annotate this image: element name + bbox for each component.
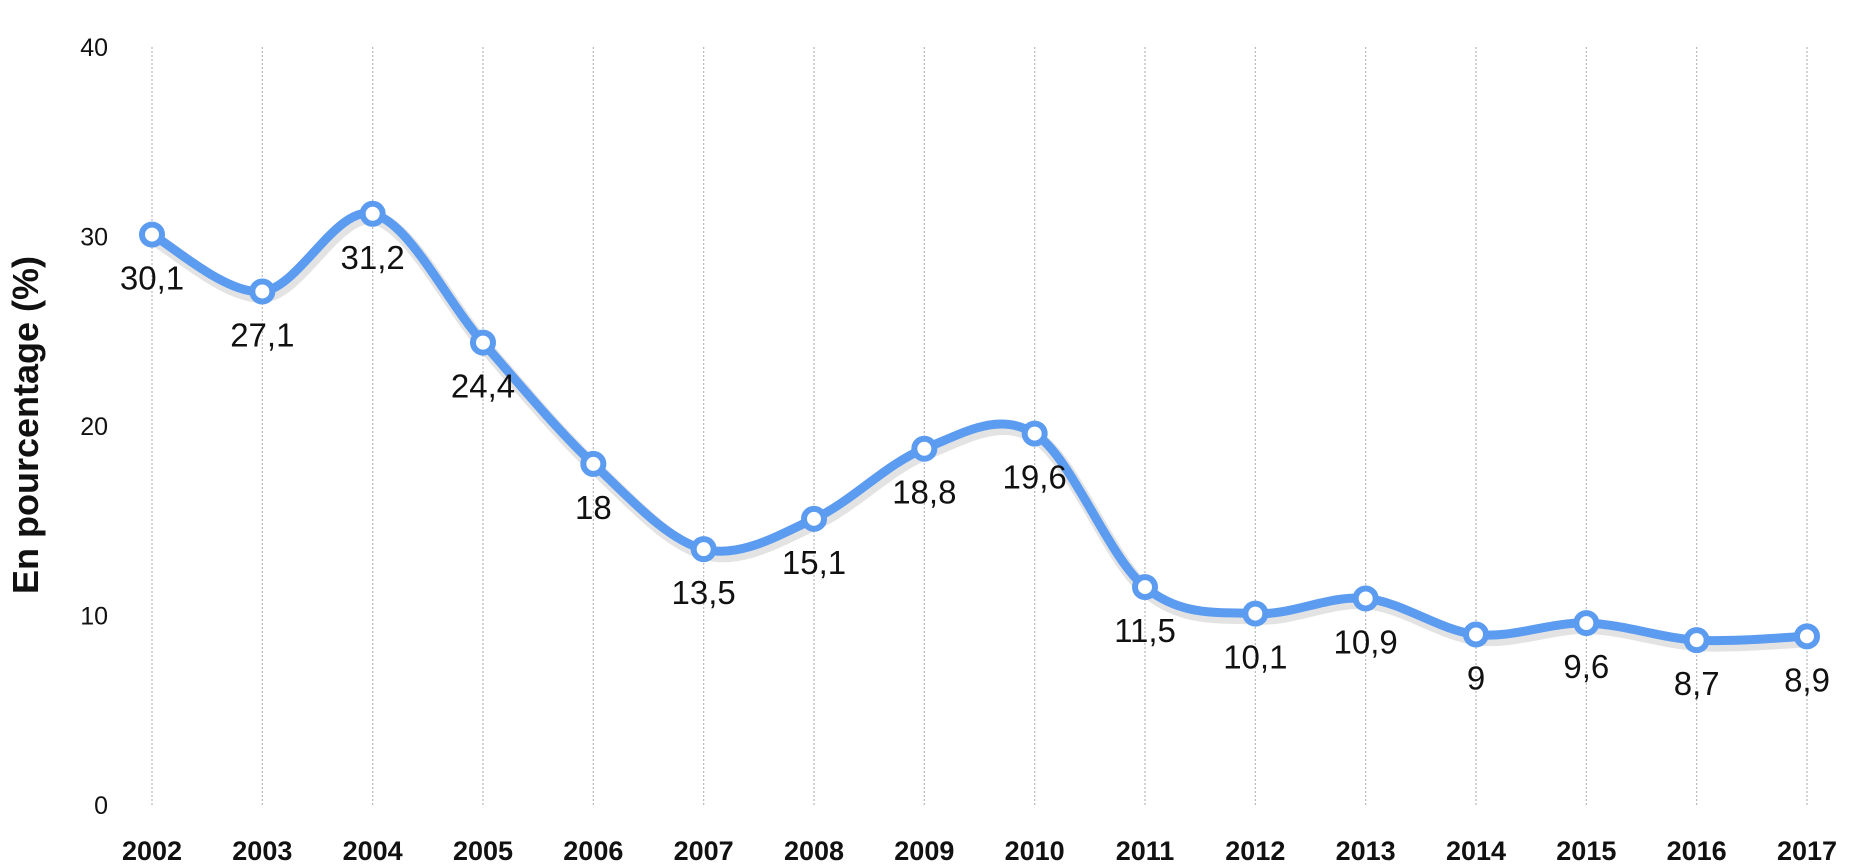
x-tick-label: 2002 (122, 836, 182, 865)
x-tick-label: 2011 (1116, 836, 1175, 865)
y-tick-label: 20 (80, 413, 108, 441)
x-tick-label: 2010 (1005, 836, 1065, 865)
x-tick-label: 2003 (232, 836, 292, 865)
data-point (1352, 585, 1379, 612)
data-label: 24,4 (451, 368, 515, 405)
y-tick-label: 30 (80, 224, 108, 252)
data-point (690, 536, 717, 563)
data-label: 8,7 (1674, 665, 1720, 702)
data-point (1132, 574, 1158, 601)
data-point (580, 450, 607, 477)
y-tick-label: 10 (80, 603, 108, 631)
x-tick-label: 2012 (1225, 836, 1285, 865)
data-label: 18,8 (892, 474, 956, 511)
data-point (1021, 420, 1048, 447)
series-line-group (147, 208, 1816, 652)
y-axis-label: En pourcentage (%) (5, 256, 46, 594)
data-label: 10,9 (1334, 623, 1398, 660)
data-labels: 30,1 27,1 31,2 24,4 18 13,5 15,1 18,8 19,6 11,5 10… (120, 239, 1830, 702)
data-point (1683, 627, 1710, 654)
data-point (359, 200, 386, 227)
data-label: 18 (575, 489, 612, 526)
data-label: 10,1 (1223, 639, 1287, 676)
data-label: 19,6 (1003, 459, 1067, 496)
data-point (139, 221, 165, 248)
data-label: 8,9 (1784, 661, 1830, 698)
data-label: 15,1 (782, 544, 846, 581)
x-tick-label: 2009 (894, 836, 954, 865)
x-tick-label: 2015 (1556, 836, 1616, 865)
data-label: 31,2 (341, 239, 405, 276)
data-point (1573, 610, 1600, 637)
data-point (801, 505, 827, 532)
x-tick-label: 2006 (563, 836, 623, 865)
y-tick-label: 40 (80, 34, 108, 62)
data-point (470, 329, 496, 356)
x-axis-ticks: 2002 2003 2004 2005 2006 2007 2008 2009 2010 2011… (122, 836, 1837, 865)
x-tick-label: 2016 (1667, 836, 1727, 865)
y-axis-ticks: 0 10 20 30 40 (80, 34, 108, 820)
series-line (147, 208, 1812, 646)
data-point (1794, 623, 1820, 650)
data-point (1463, 621, 1489, 648)
x-tick-label: 2007 (674, 836, 734, 865)
data-label: 27,1 (230, 316, 294, 353)
data-point (249, 278, 276, 305)
y-tick-label: 0 (94, 792, 108, 820)
x-tick-label: 2005 (453, 836, 513, 865)
x-tick-label: 2014 (1446, 836, 1506, 865)
data-label: 30,1 (120, 260, 184, 297)
data-markers (139, 200, 1820, 654)
x-tick-label: 2004 (343, 836, 403, 865)
x-tick-label: 2017 (1777, 836, 1837, 865)
data-point (911, 435, 938, 462)
x-tick-label: 2008 (784, 836, 844, 865)
data-label: 9 (1467, 659, 1485, 696)
x-tick-label: 2013 (1336, 836, 1396, 865)
data-label: 13,5 (672, 574, 736, 611)
data-point (1242, 600, 1269, 627)
data-label: 9,6 (1563, 648, 1609, 685)
data-label: 11,5 (1114, 612, 1176, 649)
